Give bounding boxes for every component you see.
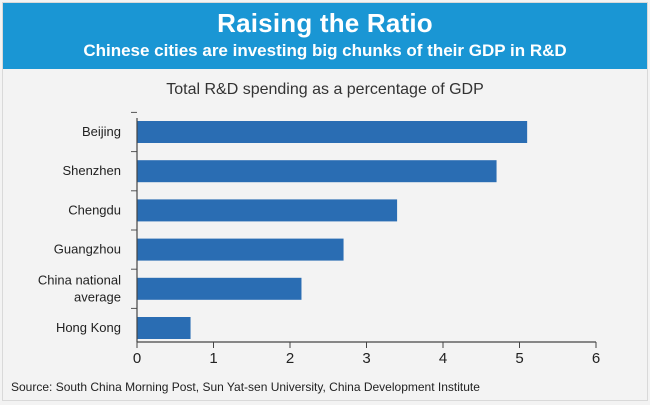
category-label: Beijing bbox=[82, 124, 121, 139]
source-note: Source: South China Morning Post, Sun Ya… bbox=[11, 380, 480, 394]
x-tick-label: 0 bbox=[133, 350, 141, 367]
category-label: Chengdu bbox=[68, 202, 121, 217]
x-tick-label: 6 bbox=[592, 350, 600, 367]
x-tick-label: 5 bbox=[515, 350, 523, 367]
x-tick-label: 3 bbox=[362, 350, 370, 367]
bar-chengdu bbox=[137, 199, 398, 222]
category-label: Hong Kong bbox=[56, 320, 121, 335]
bar-chart: Beijing Shenzhen Chengdu Guangzhou China nat… bbox=[38, 111, 600, 367]
x-tick-label: 4 bbox=[439, 350, 447, 367]
bar-hong-kong bbox=[137, 317, 191, 339]
x-tick-label: 1 bbox=[209, 350, 217, 367]
x-tick-label: 2 bbox=[286, 350, 294, 367]
header-banner: Raising the Ratio Chinese cities are inv… bbox=[3, 3, 647, 69]
chart-title: Total R&D spending as a percentage of GD… bbox=[166, 81, 484, 98]
category-label: Shenzhen bbox=[62, 163, 121, 178]
bar-china-national-average bbox=[137, 277, 302, 300]
bar-shenzhen bbox=[137, 160, 497, 183]
category-label: Guangzhou bbox=[54, 242, 121, 257]
page-subtitle: Chinese cities are investing big chunks … bbox=[83, 41, 567, 60]
category-label: average bbox=[74, 289, 121, 304]
category-label: China national bbox=[38, 272, 121, 287]
bar-beijing bbox=[137, 121, 528, 143]
bar-guangzhou bbox=[137, 238, 344, 261]
page-title: Raising the Ratio bbox=[217, 8, 433, 38]
infographic: Raising the Ratio Chinese cities are inv… bbox=[2, 2, 648, 401]
